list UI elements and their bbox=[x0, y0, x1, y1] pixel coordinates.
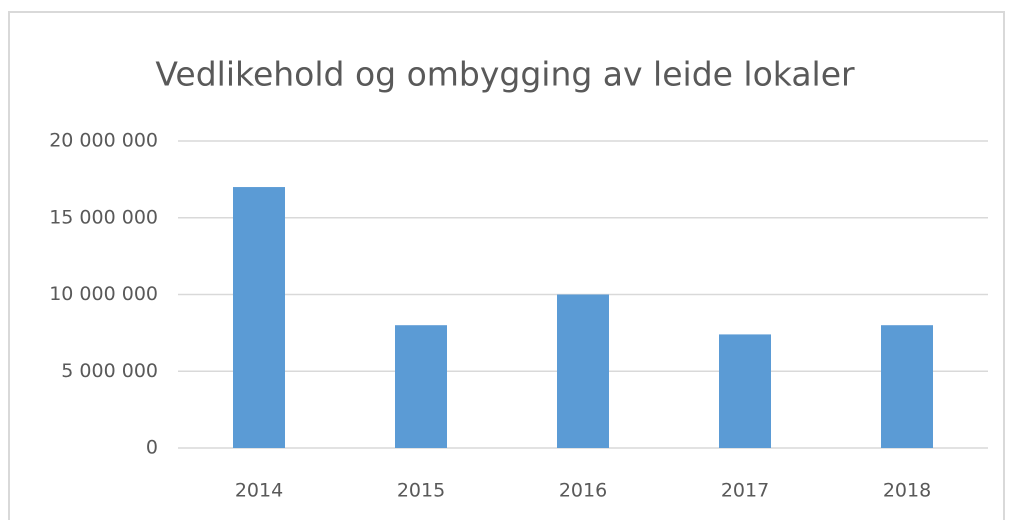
x-tick-label: 2014 bbox=[235, 480, 283, 502]
y-tick-label: 10 000 000 bbox=[49, 283, 158, 305]
bar bbox=[395, 325, 447, 448]
chart-title: Vedlikehold og ombygging av leide lokale… bbox=[155, 55, 855, 94]
bar bbox=[719, 334, 771, 448]
y-tick-label: 0 bbox=[146, 437, 158, 459]
x-tick-label: 2016 bbox=[559, 480, 607, 502]
y-tick-label: 20 000 000 bbox=[49, 130, 158, 152]
x-tick-label: 2018 bbox=[883, 480, 931, 502]
chart-border bbox=[8, 11, 1005, 520]
x-tick-label: 2015 bbox=[397, 480, 445, 502]
y-tick-label: 5 000 000 bbox=[61, 360, 158, 382]
y-tick-label: 15 000 000 bbox=[49, 206, 158, 228]
bar bbox=[881, 325, 933, 448]
bar bbox=[233, 187, 285, 449]
x-tick-label: 2017 bbox=[721, 480, 769, 502]
bar bbox=[557, 294, 609, 448]
